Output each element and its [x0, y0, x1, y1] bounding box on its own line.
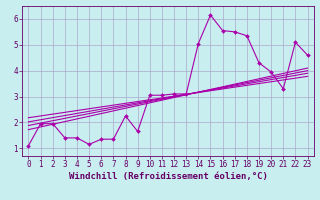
- X-axis label: Windchill (Refroidissement éolien,°C): Windchill (Refroidissement éolien,°C): [68, 172, 268, 181]
